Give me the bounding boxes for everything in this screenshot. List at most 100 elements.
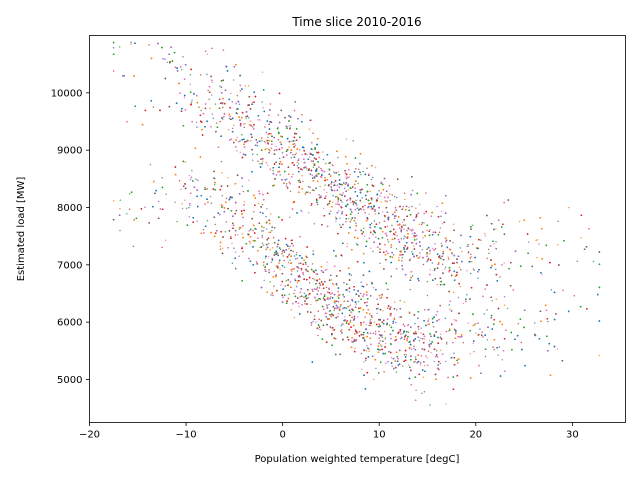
scatter-point: [336, 184, 339, 186]
scatter-point: [288, 146, 290, 148]
scatter-point: [328, 303, 330, 306]
scatter-point: [325, 286, 328, 288]
scatter-point: [411, 205, 413, 208]
scatter-point: [431, 247, 434, 250]
scatter-point: [313, 222, 316, 225]
scatter-point: [224, 230, 227, 233]
scatter-point: [322, 207, 325, 210]
scatter-point: [166, 61, 169, 64]
scatter-point: [130, 41, 132, 43]
scatter-point: [342, 192, 344, 194]
scatter-point: [380, 345, 383, 347]
scatter-point: [374, 166, 377, 169]
scatter-point: [281, 152, 284, 154]
scatter-point: [149, 163, 152, 166]
scatter-point: [445, 403, 447, 405]
scatter-point: [161, 176, 163, 179]
scatter-point: [343, 187, 346, 190]
scatter-point: [401, 365, 404, 367]
scatter-point: [448, 327, 451, 330]
scatter-point: [176, 220, 178, 223]
scatter-point: [267, 133, 269, 136]
scatter-point: [219, 120, 221, 123]
scatter-point: [391, 365, 393, 367]
scatter-point: [556, 348, 559, 350]
scatter-point: [349, 319, 352, 322]
scatter-point: [413, 361, 415, 363]
scatter-point: [439, 362, 442, 365]
scatter-point: [264, 257, 267, 259]
scatter-point: [262, 264, 265, 266]
scatter-point: [311, 189, 314, 191]
scatter-point: [373, 220, 376, 222]
scatter-point: [256, 144, 259, 147]
scatter-point: [234, 234, 237, 236]
scatter-point: [374, 213, 377, 215]
scatter-point: [293, 255, 296, 257]
scatter-point: [307, 297, 309, 299]
scatter-point: [337, 156, 339, 159]
scatter-point: [319, 328, 322, 331]
scatter-point: [265, 228, 268, 230]
scatter-point: [384, 338, 387, 341]
scatter-point: [227, 177, 229, 179]
scatter-point: [346, 288, 349, 291]
scatter-point: [273, 149, 276, 152]
scatter-point: [390, 246, 392, 249]
scatter-point: [445, 330, 448, 333]
scatter-point: [486, 309, 488, 311]
scatter-point: [484, 355, 487, 358]
scatter-point: [413, 345, 415, 348]
scatter-point: [497, 354, 499, 356]
scatter-point: [573, 295, 576, 297]
scatter-point: [404, 224, 407, 226]
scatter-point: [206, 73, 208, 76]
scatter-point: [302, 180, 304, 183]
scatter-point: [388, 324, 391, 327]
scatter-point: [357, 212, 360, 214]
scatter-point: [290, 273, 293, 275]
scatter-point: [261, 242, 264, 244]
scatter-point: [341, 329, 343, 331]
scatter-point: [384, 337, 387, 339]
scatter-point: [374, 330, 377, 333]
scatter-point: [441, 263, 444, 266]
scatter-point: [328, 288, 330, 290]
scatter-point: [277, 171, 279, 173]
scatter-point: [259, 163, 261, 165]
scatter-point: [118, 46, 121, 48]
scatter-point: [370, 222, 373, 225]
scatter-point: [236, 150, 238, 152]
scatter-point: [307, 265, 309, 268]
scatter-point: [469, 353, 472, 355]
scatter-point: [230, 92, 232, 95]
scatter-point: [444, 268, 446, 270]
scatter-point: [312, 132, 314, 134]
scatter-point: [402, 323, 405, 326]
scatter-point: [325, 191, 328, 194]
scatter-point: [196, 126, 198, 128]
scatter-point: [368, 213, 370, 215]
scatter-point: [460, 268, 462, 271]
scatter-point: [309, 186, 311, 188]
scatter-point: [317, 310, 320, 313]
scatter-point: [225, 197, 228, 200]
scatter-point: [538, 243, 540, 245]
scatter-point: [495, 241, 497, 243]
scatter-point: [247, 116, 250, 119]
scatter-point: [209, 195, 212, 198]
scatter-point: [296, 270, 299, 272]
scatter-point: [318, 328, 320, 331]
scatter-point: [315, 273, 317, 275]
scatter-point: [208, 98, 210, 101]
scatter-point: [403, 237, 405, 240]
scatter-point: [262, 230, 264, 232]
scatter-point: [266, 147, 268, 150]
scatter-point: [195, 121, 198, 124]
scatter-point: [237, 233, 239, 236]
scatter-point: [375, 236, 377, 238]
scatter-point: [403, 353, 406, 356]
scatter-point: [357, 182, 359, 185]
scatter-point: [293, 292, 295, 295]
